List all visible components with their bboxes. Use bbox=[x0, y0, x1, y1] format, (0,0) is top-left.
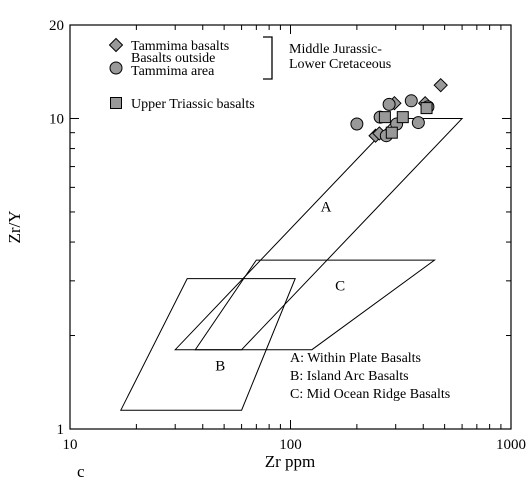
legend-marker-square bbox=[110, 97, 122, 109]
legend-bracket bbox=[263, 36, 273, 80]
y-tick-label: 20 bbox=[49, 18, 64, 34]
data-point-diamond bbox=[433, 77, 448, 93]
legend-label: Basalts outside bbox=[131, 51, 215, 66]
data-point-circle bbox=[404, 94, 418, 108]
x-axis-label: Zr ppm bbox=[265, 452, 316, 471]
data-point-square bbox=[378, 111, 391, 124]
x-tick-label: 1000 bbox=[496, 437, 526, 453]
data-point-square bbox=[385, 126, 398, 139]
field-polygon-b bbox=[119, 278, 296, 411]
legend-bracket-label: Lower Cretaceous bbox=[289, 57, 391, 72]
field-polygon-a bbox=[174, 118, 464, 351]
legend-marker-circle bbox=[109, 61, 123, 75]
field-key-item: B: Island Arc Basalts bbox=[290, 369, 409, 384]
legend-marker-diamond bbox=[108, 37, 124, 53]
data-points bbox=[350, 77, 448, 143]
panel-label: c bbox=[77, 462, 85, 481]
field-label-a: A bbox=[321, 200, 332, 216]
legend-bracket-label: Middle Jurassic- bbox=[289, 42, 382, 57]
field-key-item: C: Mid Ocean Ridge Basalts bbox=[290, 387, 450, 402]
data-point-circle bbox=[350, 117, 364, 131]
legend-label: Upper Triassic basalts bbox=[131, 97, 255, 112]
x-tick-label: 100 bbox=[279, 437, 302, 453]
y-axis-label: Zr/Y bbox=[5, 210, 24, 243]
field-polygon-c bbox=[194, 259, 437, 351]
y-tick-label: 1 bbox=[57, 422, 65, 438]
field-key-item: A: Within Plate Basalts bbox=[290, 351, 421, 366]
data-point-square bbox=[420, 102, 433, 115]
data-point-circle bbox=[411, 116, 425, 130]
field-key: A: Within Plate Basalts B: Island Arc Bas… bbox=[290, 351, 450, 402]
tectonic-fields: A B C bbox=[119, 118, 464, 411]
x-tick-label: 10 bbox=[63, 437, 78, 453]
legend-label: Tammima basalts bbox=[131, 39, 229, 54]
legend-label: Tammima area bbox=[131, 64, 215, 79]
data-point-square bbox=[396, 111, 409, 124]
data-point-circle bbox=[382, 97, 396, 111]
y-tick-label: 10 bbox=[49, 111, 64, 127]
field-label-c: C bbox=[335, 278, 345, 294]
field-label-b: B bbox=[215, 359, 225, 375]
